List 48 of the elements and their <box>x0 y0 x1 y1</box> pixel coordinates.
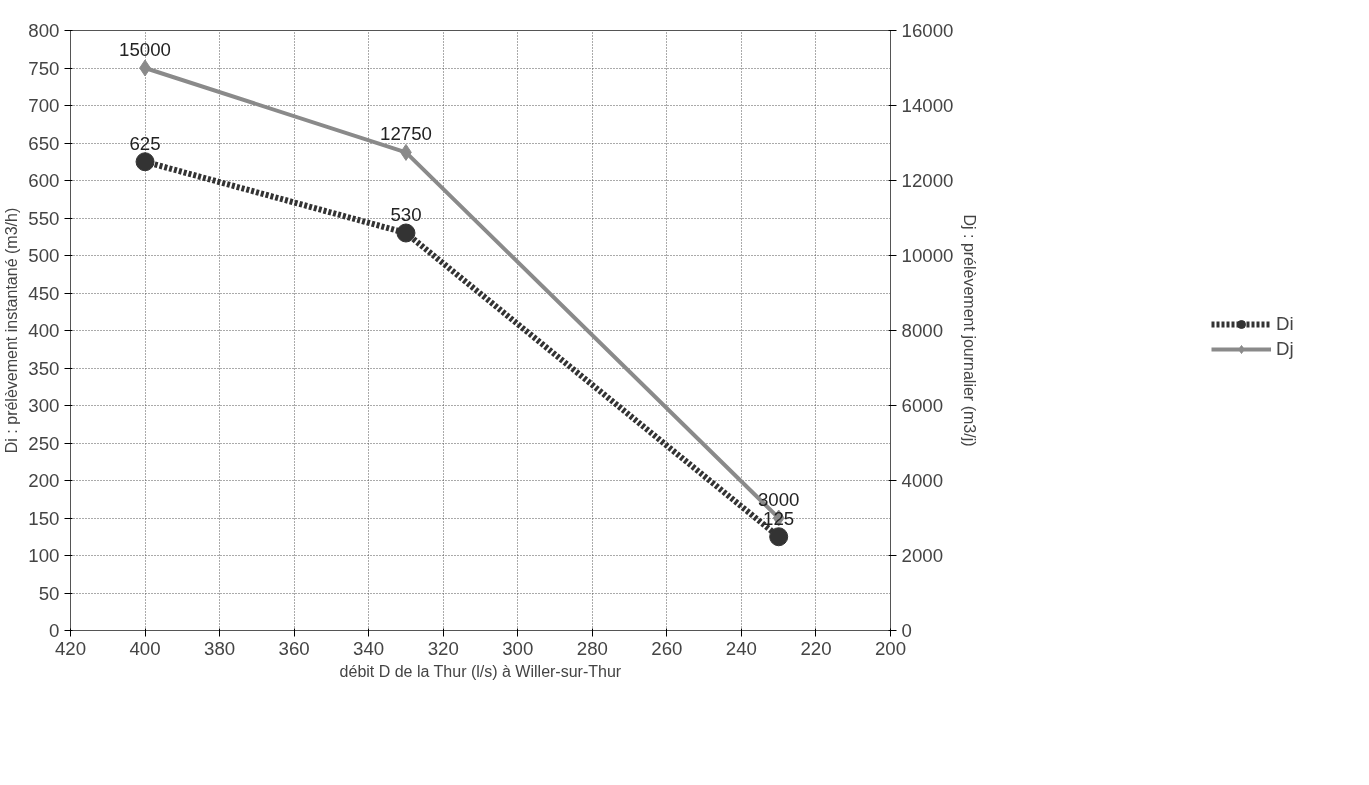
y-tick-label: 550 <box>28 207 60 229</box>
data-label: 125 <box>763 507 795 529</box>
y2-tick-label: 2000 <box>901 545 944 566</box>
y-tick-label: 650 <box>28 132 60 154</box>
data-label: 530 <box>390 204 422 225</box>
y-tick-label: 100 <box>28 545 60 566</box>
data-label: 3000 <box>757 489 800 510</box>
y2-tick-label: 8000 <box>901 320 944 341</box>
y2-tick-label: 14000 <box>901 95 954 116</box>
x-tick-label: 300 <box>502 637 534 659</box>
y2-tick-label: 12000 <box>901 170 954 191</box>
y-tick-label: 600 <box>28 170 60 191</box>
x-tick-label: 280 <box>576 637 608 659</box>
legend-label: Dj <box>1276 338 1295 360</box>
y-tick-label: 150 <box>28 507 60 529</box>
x-tick-label: 220 <box>800 637 832 659</box>
y2-tick-label: 16000 <box>901 20 954 41</box>
point <box>396 223 416 243</box>
y-tick-label: 500 <box>28 245 60 266</box>
x-tick-label: 380 <box>204 637 236 659</box>
y-tick-label: 750 <box>28 57 60 79</box>
y-tick-label: 50 <box>38 582 60 604</box>
point <box>135 152 155 172</box>
x-tick-label: 320 <box>427 637 459 659</box>
y-tick-label: 200 <box>28 470 60 491</box>
x-axis-title: débit D de la Thur (l/s) à Willer-sur-Thur <box>339 662 622 680</box>
x-tick-label: 400 <box>129 637 161 659</box>
data-label: 15000 <box>119 39 171 60</box>
legend-label: Di <box>1276 313 1295 335</box>
x-tick-label: 260 <box>651 637 683 659</box>
x-tick-label: 240 <box>725 637 757 659</box>
y-tick-label: 450 <box>28 282 60 304</box>
y2-axis-title: Dj : prélèvement journalier (m3/j) <box>961 214 979 447</box>
x-tick-label: 340 <box>353 637 385 659</box>
point <box>769 527 789 547</box>
y-tick-label: 800 <box>28 20 60 41</box>
data-label: 12750 <box>380 123 432 145</box>
y-tick-label: 300 <box>28 395 60 416</box>
x-tick-label: 360 <box>278 637 310 659</box>
y-tick-label: 400 <box>28 320 60 341</box>
y-tick-label: 350 <box>28 357 60 379</box>
y-axis-title: Di : prélèvement instantané (m3/h) <box>3 207 21 454</box>
y-tick-label: 700 <box>28 95 60 116</box>
y-tick-label: 250 <box>28 432 60 454</box>
y2-tick-label: 6000 <box>901 395 944 416</box>
y2-tick-label: 4000 <box>901 470 944 491</box>
data-label: 625 <box>129 132 161 154</box>
y2-tick-label: 10000 <box>901 245 954 266</box>
